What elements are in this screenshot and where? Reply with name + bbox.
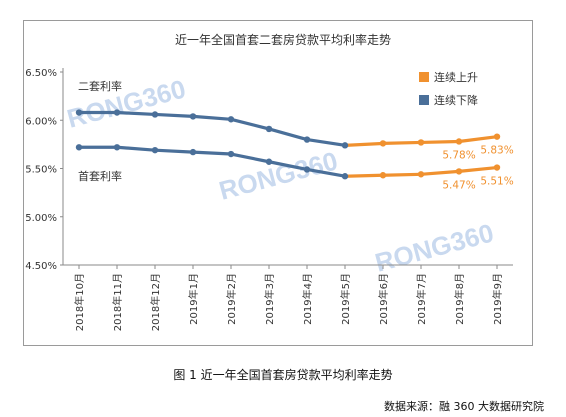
x-tick-label: 2019年4月 (301, 273, 314, 325)
series-segment (419, 169, 461, 176)
series-segment (305, 167, 347, 178)
data-label: 5.83% (480, 145, 513, 157)
series-segment (305, 137, 347, 147)
x-axis: 2018年10月 2018年11月 2018年12月 2019年1月 2019年2月 20… (63, 264, 513, 331)
y-tick-label: 5.00% (25, 213, 57, 224)
figure-caption: 图 1 近一年全国首套房贷款平均利率走势 (173, 368, 393, 382)
data-point (189, 113, 197, 120)
data-point (151, 111, 159, 118)
data-point (227, 116, 235, 123)
source-note: 数据来源：融 360 大数据研究院 (384, 400, 544, 413)
x-tick-label: 2019年3月 (263, 273, 276, 325)
data-point (341, 142, 349, 149)
data-label: 5.47% (442, 179, 475, 191)
series-segment (343, 141, 385, 147)
legend-label-up: 连续上升 (434, 70, 478, 84)
legend-label-down: 连续下降 (434, 93, 478, 107)
data-point (189, 148, 197, 156)
data-point (303, 136, 311, 143)
data-point (303, 166, 311, 173)
data-labels: 5.78% 5.83% 5.47% 5.51% (442, 145, 513, 192)
data-label: 5.51% (480, 176, 513, 188)
series-label-second-home: 二套利率 (78, 79, 122, 93)
data-point (113, 109, 121, 116)
series-segment (457, 135, 499, 144)
legend-swatch-up (419, 72, 429, 82)
legend-swatch-down (419, 95, 429, 105)
x-tick-label: 2019年9月 (491, 273, 504, 325)
series-segment (115, 145, 157, 152)
data-point (379, 172, 387, 179)
x-tick-label: 2019年7月 (415, 273, 428, 325)
data-point (417, 171, 425, 178)
y-tick-label: 6.50% (25, 68, 57, 79)
data-label: 5.78% (442, 149, 475, 161)
chart-frame (23, 20, 533, 346)
series-segment (153, 112, 195, 118)
series-layer (75, 109, 501, 180)
series-segment (191, 150, 233, 156)
x-tick-label: 2018年12月 (149, 273, 162, 331)
x-tick-label: 2019年8月 (453, 273, 466, 325)
series-segment (419, 139, 461, 145)
x-tick-label: 2019年1月 (187, 273, 200, 325)
series-segment (267, 127, 309, 142)
data-point (265, 158, 273, 165)
series-segment (457, 165, 499, 173)
series-segment (343, 173, 385, 178)
series-segment (229, 117, 271, 131)
x-tick-label: 2019年2月 (225, 273, 238, 325)
x-tick-label: 2019年5月 (339, 273, 352, 325)
data-point (493, 133, 501, 140)
y-tick-label: 5.50% (25, 165, 57, 176)
data-point (417, 139, 425, 146)
x-tick-label: 2018年10月 (73, 273, 86, 331)
series-segment (381, 140, 423, 146)
y-tick-label: 4.50% (25, 261, 57, 272)
watermark-layer: RONG360 RONG360 RONG360 (64, 73, 497, 277)
watermark-text: RONG360 (372, 217, 497, 277)
series-segment (191, 114, 233, 121)
chart-title: 近一年全国首套二套房贷款平均利率走势 (175, 32, 391, 47)
y-axis: 4.50% 5.00% 5.50% 6.00% 6.50% (25, 68, 64, 272)
data-point (227, 150, 235, 158)
x-tick-label: 2019年6月 (377, 273, 390, 325)
series-segment (115, 110, 157, 117)
series-segment (229, 152, 271, 164)
y-tick-label: 6.00% (25, 116, 57, 127)
series-label-first-home: 首套利率 (78, 169, 122, 183)
x-tick-label: 2018年11月 (111, 273, 124, 331)
data-point (75, 109, 83, 116)
data-point (341, 173, 349, 180)
legend: 连续上升 连续下降 (419, 70, 478, 107)
data-point (265, 125, 273, 133)
series-segment (153, 148, 195, 154)
data-point (151, 146, 159, 154)
data-point (113, 144, 121, 151)
data-point (493, 164, 501, 171)
data-point (379, 140, 387, 147)
data-point (455, 138, 463, 145)
data-point (455, 168, 463, 175)
series-segment (381, 172, 423, 177)
series-segment (267, 160, 309, 172)
data-point (75, 144, 83, 151)
